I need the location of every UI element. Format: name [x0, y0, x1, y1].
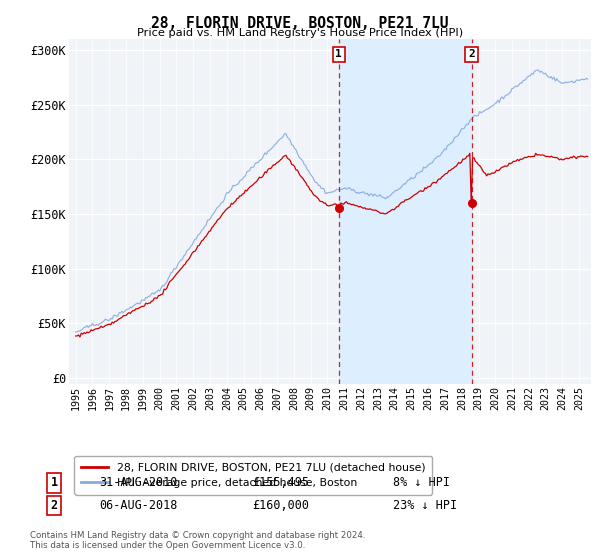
- Text: 31-AUG-2010: 31-AUG-2010: [99, 476, 178, 489]
- Text: 1: 1: [50, 476, 58, 489]
- Bar: [338, 39, 472, 384]
- Text: 2: 2: [468, 49, 475, 59]
- Text: £160,000: £160,000: [252, 499, 309, 512]
- Text: 1: 1: [335, 49, 342, 59]
- Text: Contains HM Land Registry data © Crown copyright and database right 2024.
This d: Contains HM Land Registry data © Crown c…: [30, 530, 365, 550]
- Text: Price paid vs. HM Land Registry's House Price Index (HPI): Price paid vs. HM Land Registry's House …: [137, 28, 463, 38]
- Text: 23% ↓ HPI: 23% ↓ HPI: [393, 499, 457, 512]
- Text: 8% ↓ HPI: 8% ↓ HPI: [393, 476, 450, 489]
- Text: 06-AUG-2018: 06-AUG-2018: [99, 499, 178, 512]
- Text: 2: 2: [50, 499, 58, 512]
- Text: 28, FLORIN DRIVE, BOSTON, PE21 7LU: 28, FLORIN DRIVE, BOSTON, PE21 7LU: [151, 16, 449, 31]
- Text: £155,495: £155,495: [252, 476, 309, 489]
- Legend: 28, FLORIN DRIVE, BOSTON, PE21 7LU (detached house), HPI: Average price, detache: 28, FLORIN DRIVE, BOSTON, PE21 7LU (deta…: [74, 456, 432, 494]
